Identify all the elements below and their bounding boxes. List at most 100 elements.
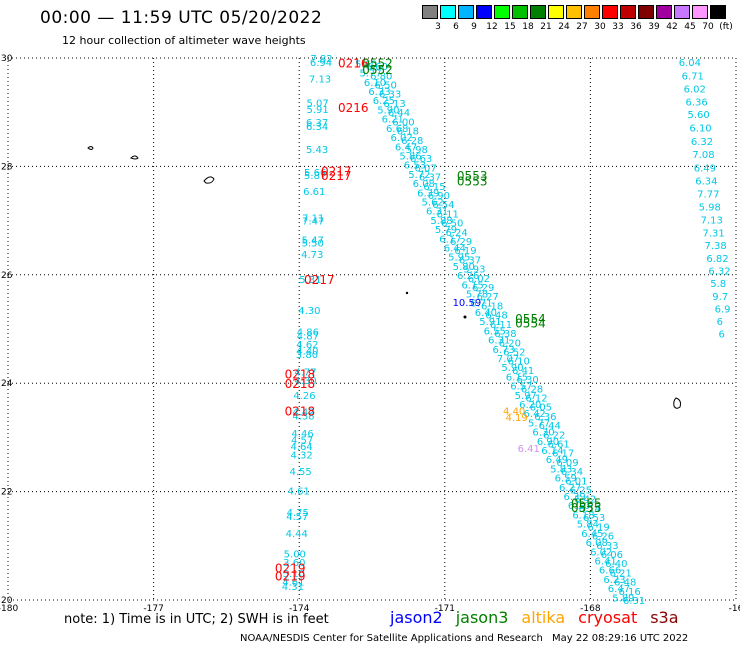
wave-height-label: 5.98 (406, 145, 428, 156)
pass-time-label: 0219 (275, 570, 306, 584)
island-outline (87, 146, 94, 150)
wave-height-label: 5.10 (283, 569, 305, 580)
wave-height-label: 6.66 (599, 566, 621, 577)
wave-height-label: 6.47 (608, 584, 630, 595)
y-tick-label: 30 (1, 54, 13, 64)
wave-height-label: 6.44 (444, 244, 466, 255)
wave-height-label: 6.50 (441, 219, 463, 230)
wave-height-label: 6.05 (530, 403, 552, 414)
wave-height-label: 6.29 (450, 237, 472, 248)
wave-height-label: 5.60 (687, 110, 709, 121)
wave-height-label: 5.80 (453, 262, 475, 273)
wave-height-label: 6.34 (695, 176, 717, 187)
wave-height-label: 6.31 (488, 336, 510, 347)
wave-height-label: 6.42 (574, 495, 596, 506)
wave-height-label: 4.61 (288, 487, 310, 498)
wave-height-label: 4.55 (289, 467, 311, 478)
wave-height-label: 5.07 (306, 98, 328, 109)
wave-height-label: 7.77 (697, 190, 719, 201)
wave-height-label: 5.98 (699, 203, 721, 214)
x-tick-label: -174 (289, 604, 310, 614)
wave-height-label: 6.30 (516, 375, 538, 386)
pass-time-label: 0554 (515, 316, 546, 330)
pass-time-label: 0217 (321, 165, 352, 179)
legend-swatch (548, 5, 564, 19)
wave-height-label: 6.41 (595, 556, 617, 567)
legend-swatch (530, 5, 546, 19)
x-tick-label: -180 (0, 604, 18, 614)
wave-height-label: 6.18 (481, 301, 503, 312)
wave-height-label: 7.11 (302, 213, 324, 224)
wave-height-label: 6.38 (494, 329, 516, 340)
wave-height-label: 6.45 (581, 529, 603, 540)
wave-height-label: 6.19 (454, 246, 476, 257)
wave-height-label: 6.15 (506, 372, 528, 383)
wave-height-label: 6.60 (366, 62, 388, 73)
wave-height-label: 6.11 (490, 320, 512, 331)
wave-height-label: 6.21 (610, 568, 632, 579)
wave-height-label: 7.47 (302, 217, 324, 228)
pass-time-label: 0216 (338, 56, 369, 70)
island-outline (130, 155, 139, 160)
satellite-legend-jason3: jason3 (455, 608, 509, 627)
wave-height-label: 6.49 (694, 163, 716, 174)
satellite-legend: jason2 jason3 altika cryosat s3a (390, 608, 692, 627)
wave-height-label: 6.90 (537, 437, 559, 448)
wave-height-label: 6.57 (510, 382, 532, 393)
island-outlines (87, 146, 681, 409)
wave-height-label: 6.13 (383, 99, 405, 110)
wave-height-label: 10.59 (453, 298, 482, 309)
legend-label: 12 (486, 22, 498, 32)
wave-height-label: 7.13 (701, 216, 723, 227)
legend-swatch (440, 5, 456, 19)
wave-height-label: 6.26 (592, 532, 614, 543)
wave-height-label: 6.29 (472, 283, 494, 294)
wave-height-label: 6.53 (404, 161, 426, 172)
satellite-legend-cryosat: cryosat (578, 608, 638, 627)
wave-height-label: 5.93 (463, 265, 485, 276)
wave-height-label: 6 (719, 329, 725, 340)
wave-height-label: 6.10 (364, 78, 386, 89)
wave-height-label: 5.97 (515, 391, 537, 402)
wave-height-label: 6.02 (390, 133, 412, 144)
wave-height-label: 5.95 (448, 253, 470, 264)
pass-time-label: 0218 (285, 367, 316, 381)
wave-height-label: 6.68 (386, 124, 408, 135)
wave-height-label: 7.31 (703, 229, 725, 240)
legend-swatch (584, 5, 600, 19)
wave-height-label: 6.12 (525, 393, 547, 404)
wave-height-label: 5.84 (577, 520, 599, 531)
pass-time-label: 0555 (571, 501, 602, 515)
wave-height-label: 6.36 (686, 97, 708, 108)
pass-time-label: 0219 (275, 561, 306, 575)
wave-height-label: 5.72 (408, 170, 430, 181)
wave-height-label: 6.48 (485, 311, 507, 322)
wave-height-label: 6.39 (417, 188, 439, 199)
island-outline (673, 397, 681, 409)
legend-swatch (656, 5, 672, 19)
wave-height-label: 5.77 (528, 418, 550, 429)
wave-height-label: 4.30 (298, 306, 320, 317)
satellite-legend-jason2: jason2 (390, 608, 443, 627)
legend-swatch (710, 5, 726, 19)
wave-height-label: 6.31 (426, 207, 448, 218)
wave-height-label: 5.90 (501, 363, 523, 374)
wave-height-label: 6.37 (459, 255, 481, 266)
wave-height-label: 5.87 (304, 171, 326, 182)
wave-height-label: 6.25 (373, 96, 395, 107)
legend-swatch (494, 5, 510, 19)
wave-height-label: 4.46 (291, 429, 313, 440)
wave-height-label: 5.83 (550, 464, 572, 475)
legend-label: (ft) (719, 22, 733, 32)
wave-height-label: 6.52 (503, 347, 525, 358)
wave-height-label: 6.01 (565, 476, 587, 487)
wave-height-label: 6 (717, 317, 723, 328)
x-tick-label: -177 (143, 604, 163, 614)
wave-height-label: 4.31 (282, 582, 304, 593)
wave-height-label: 6.80 (370, 71, 392, 82)
wave-height-label: 6.02 (590, 547, 612, 558)
wave-height-label: 4.77 (294, 367, 316, 378)
pass-time-label: 0218 (285, 377, 316, 391)
wave-height-label: 4.30 (294, 376, 316, 387)
wave-height-label: 6.14 (541, 446, 563, 457)
